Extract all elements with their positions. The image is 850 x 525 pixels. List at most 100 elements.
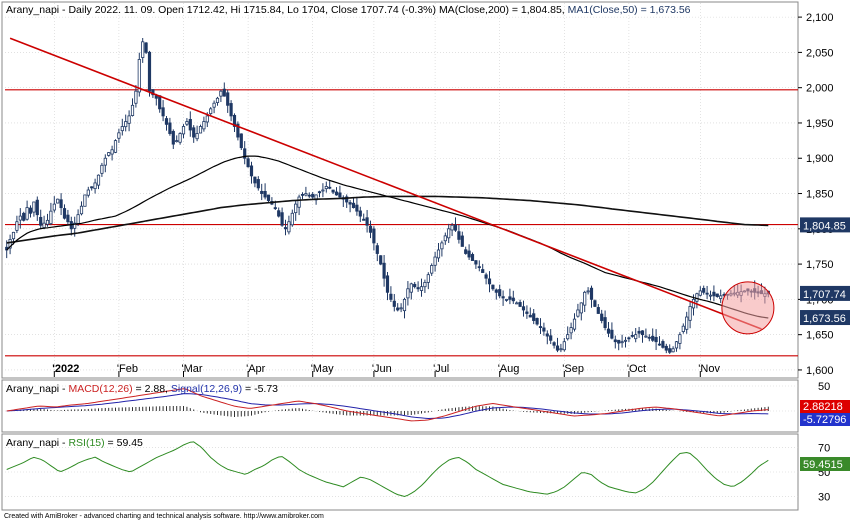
candle-body: [409, 283, 413, 293]
candle-body: [613, 339, 617, 343]
candle-body: [515, 302, 519, 305]
candle-body: [382, 262, 386, 279]
candle-body: [705, 292, 709, 295]
candle-body: [583, 291, 587, 306]
candle-body: [66, 214, 70, 223]
candle-body: [127, 115, 131, 124]
candle-body: [307, 194, 311, 197]
candle-body: [246, 158, 250, 168]
candle-body: [147, 51, 152, 92]
candle-body: [552, 342, 556, 346]
candle-body: [538, 326, 543, 329]
candle-body: [651, 335, 655, 341]
candle-body: [28, 207, 33, 214]
candle-body: [413, 283, 417, 288]
candle-body: [96, 174, 101, 186]
candle-body: [168, 122, 172, 134]
price-title-ma50: MA1(Close,50) = 1,673.56: [568, 4, 691, 16]
price-tick-label: 1,650: [806, 330, 834, 342]
candle-body: [15, 221, 19, 231]
candle-body: [501, 296, 505, 299]
macd-line: [6, 388, 769, 422]
candle-body: [188, 118, 192, 131]
candle-body: [205, 115, 209, 123]
candle-body: [253, 176, 257, 184]
month-label: 'Oct: [627, 363, 646, 375]
candle-body: [637, 330, 641, 334]
candle-body: [158, 95, 162, 110]
candle-body: [273, 207, 277, 210]
candle-body: [202, 121, 206, 130]
candle-body: [280, 212, 284, 226]
downtrend-line: [9, 37, 762, 330]
candle-body: [685, 316, 689, 330]
candle-body: [178, 133, 182, 143]
month-label: 'Feb: [117, 363, 138, 375]
month-label: 'Aug: [498, 363, 520, 375]
macd-badge-bg: [800, 400, 850, 413]
candle-body: [555, 345, 560, 351]
candle-body: [511, 297, 515, 302]
candle-body: [195, 133, 199, 140]
candle-body: [76, 214, 80, 224]
candle-body: [494, 289, 498, 293]
candle-body: [107, 152, 111, 156]
candle-body: [695, 293, 699, 302]
candle-body: [647, 336, 651, 339]
candle-body: [317, 191, 322, 194]
rsi-badge: 59.4515: [803, 459, 843, 471]
candle-body: [385, 275, 390, 293]
close-badge-bg: [800, 285, 850, 301]
candle-body: [596, 307, 600, 314]
candle-body: [226, 92, 230, 106]
price-title-ma200: MA(Close,200) = 1,804.85,: [439, 4, 568, 16]
candle-body: [198, 126, 203, 134]
candle-body: [22, 212, 26, 221]
candle-body: [477, 266, 481, 269]
candle-body: [300, 193, 305, 196]
rsi-line: [6, 441, 769, 498]
signal-line: [6, 393, 769, 420]
candle-body: [549, 335, 553, 341]
candle-body: [521, 306, 526, 311]
price-title-prefix: Arany_napi - Daily 2022. 11. 09. Open 17…: [6, 4, 439, 16]
candle-body: [110, 149, 114, 155]
candle-body: [151, 89, 155, 96]
candle-body: [362, 218, 366, 221]
macd-title-macd-val: = 2.88,: [133, 383, 171, 395]
candle-body: [11, 231, 16, 240]
candle-body: [345, 196, 349, 203]
candle-body: [430, 265, 434, 274]
candle-body: [62, 208, 67, 219]
candle-body: [630, 334, 634, 337]
price-tick-label: 2,100: [806, 12, 834, 24]
candle-body: [491, 284, 495, 290]
candle-body: [627, 337, 631, 340]
candle-body: [535, 318, 539, 325]
candle-body: [321, 189, 325, 192]
candle-body: [93, 182, 97, 190]
candle-body: [664, 345, 668, 351]
candle-body: [498, 289, 502, 297]
month-label: 'Jun: [372, 363, 392, 375]
price-tick-label: 1,600: [806, 365, 834, 377]
candle-body: [311, 194, 315, 198]
candle-body: [239, 133, 243, 149]
macd-title: Arany_napi - MACD(12,26) = 2.88, Signal(…: [6, 383, 278, 395]
candle-body: [297, 196, 301, 208]
candle-body: [90, 186, 94, 189]
candle-body: [447, 228, 451, 239]
candle-body: [154, 95, 158, 99]
candle-body: [654, 336, 658, 343]
candle-body: [712, 291, 716, 297]
candle-body: [59, 199, 63, 209]
month-label: 'Mar: [182, 363, 203, 375]
rsi-tick-label: 70: [818, 442, 830, 454]
candle-body: [100, 164, 104, 174]
price-tick-label: 2,050: [806, 47, 834, 59]
month-label: 'Apr: [246, 363, 266, 375]
candle-body: [86, 189, 90, 196]
candle-body: [79, 205, 84, 215]
macd-badge: 2.88218: [803, 401, 843, 413]
